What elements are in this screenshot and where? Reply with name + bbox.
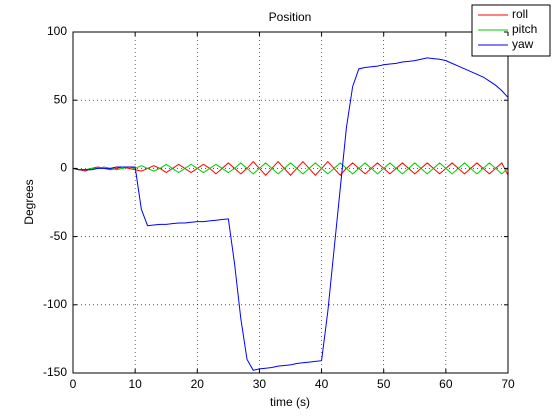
- line-yaw: [72, 57, 509, 371]
- y-tick-label: 100: [47, 24, 67, 38]
- legend-label: pitch: [512, 22, 537, 36]
- x-tick-label: 0: [70, 377, 77, 391]
- line-roll: [72, 160, 509, 176]
- y-tick-label: 50: [54, 92, 68, 106]
- x-tick-label: 60: [439, 377, 453, 391]
- legend-label: yaw: [512, 37, 534, 51]
- x-tick-label: 20: [191, 377, 205, 391]
- line-pitch: [72, 162, 509, 175]
- lines: [72, 57, 509, 371]
- y-tick-label: -150: [43, 365, 67, 379]
- x-axis-label: time (s): [270, 395, 310, 409]
- y-axis-label: Degrees: [22, 179, 36, 224]
- x-tick-label: 70: [501, 377, 515, 391]
- y-tick-label: 0: [60, 161, 67, 175]
- y-tick-label: -50: [50, 229, 68, 243]
- x-tick-label: 10: [128, 377, 142, 391]
- plot-area: [73, 32, 508, 373]
- chart-title: Position: [269, 10, 312, 24]
- legend-label: roll: [512, 7, 528, 21]
- x-tick-label: 50: [377, 377, 391, 391]
- x-tick-label: 40: [315, 377, 329, 391]
- axes-box: [72, 31, 509, 374]
- x-tick-label: 30: [253, 377, 267, 391]
- y-tick-label: -100: [43, 297, 67, 311]
